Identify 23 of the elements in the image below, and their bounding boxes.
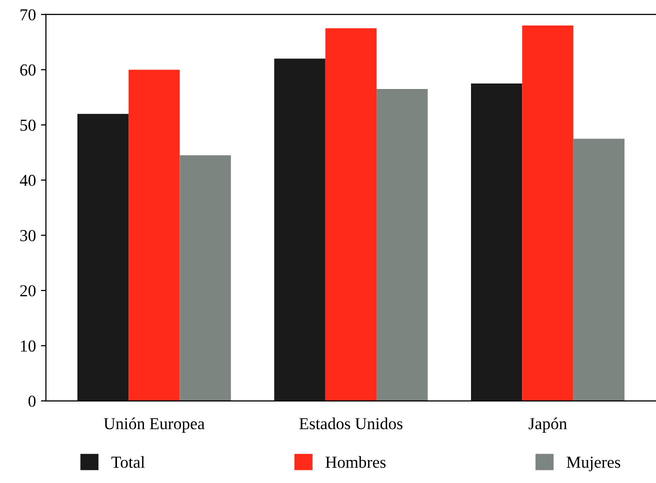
bar	[180, 155, 231, 401]
y-tick-label: 20	[20, 285, 36, 296]
y-tick-label: 70	[20, 9, 36, 20]
bar	[522, 26, 574, 401]
y-tick-label: 60	[20, 64, 36, 76]
bar	[325, 28, 377, 401]
legend-label: Mujeres	[566, 456, 620, 472]
x-tick-label: Japón	[528, 418, 567, 433]
bar	[376, 89, 428, 401]
bar	[573, 138, 625, 401]
bar	[471, 83, 522, 401]
legend-label: Total	[111, 456, 145, 468]
y-tick-label: 50	[20, 120, 36, 131]
y-tick-label: 30	[20, 230, 36, 242]
bar	[77, 114, 129, 401]
y-tick-label: 40	[20, 174, 36, 186]
legend-label: Hombres	[326, 456, 386, 468]
y-tick-label: 0	[28, 396, 36, 407]
x-tick-label: Unión Europea	[104, 418, 205, 433]
bar	[128, 70, 180, 401]
y-tick-label: 10	[20, 340, 36, 352]
x-tick-label: Estados Unidos	[299, 418, 402, 430]
bar	[274, 58, 326, 401]
